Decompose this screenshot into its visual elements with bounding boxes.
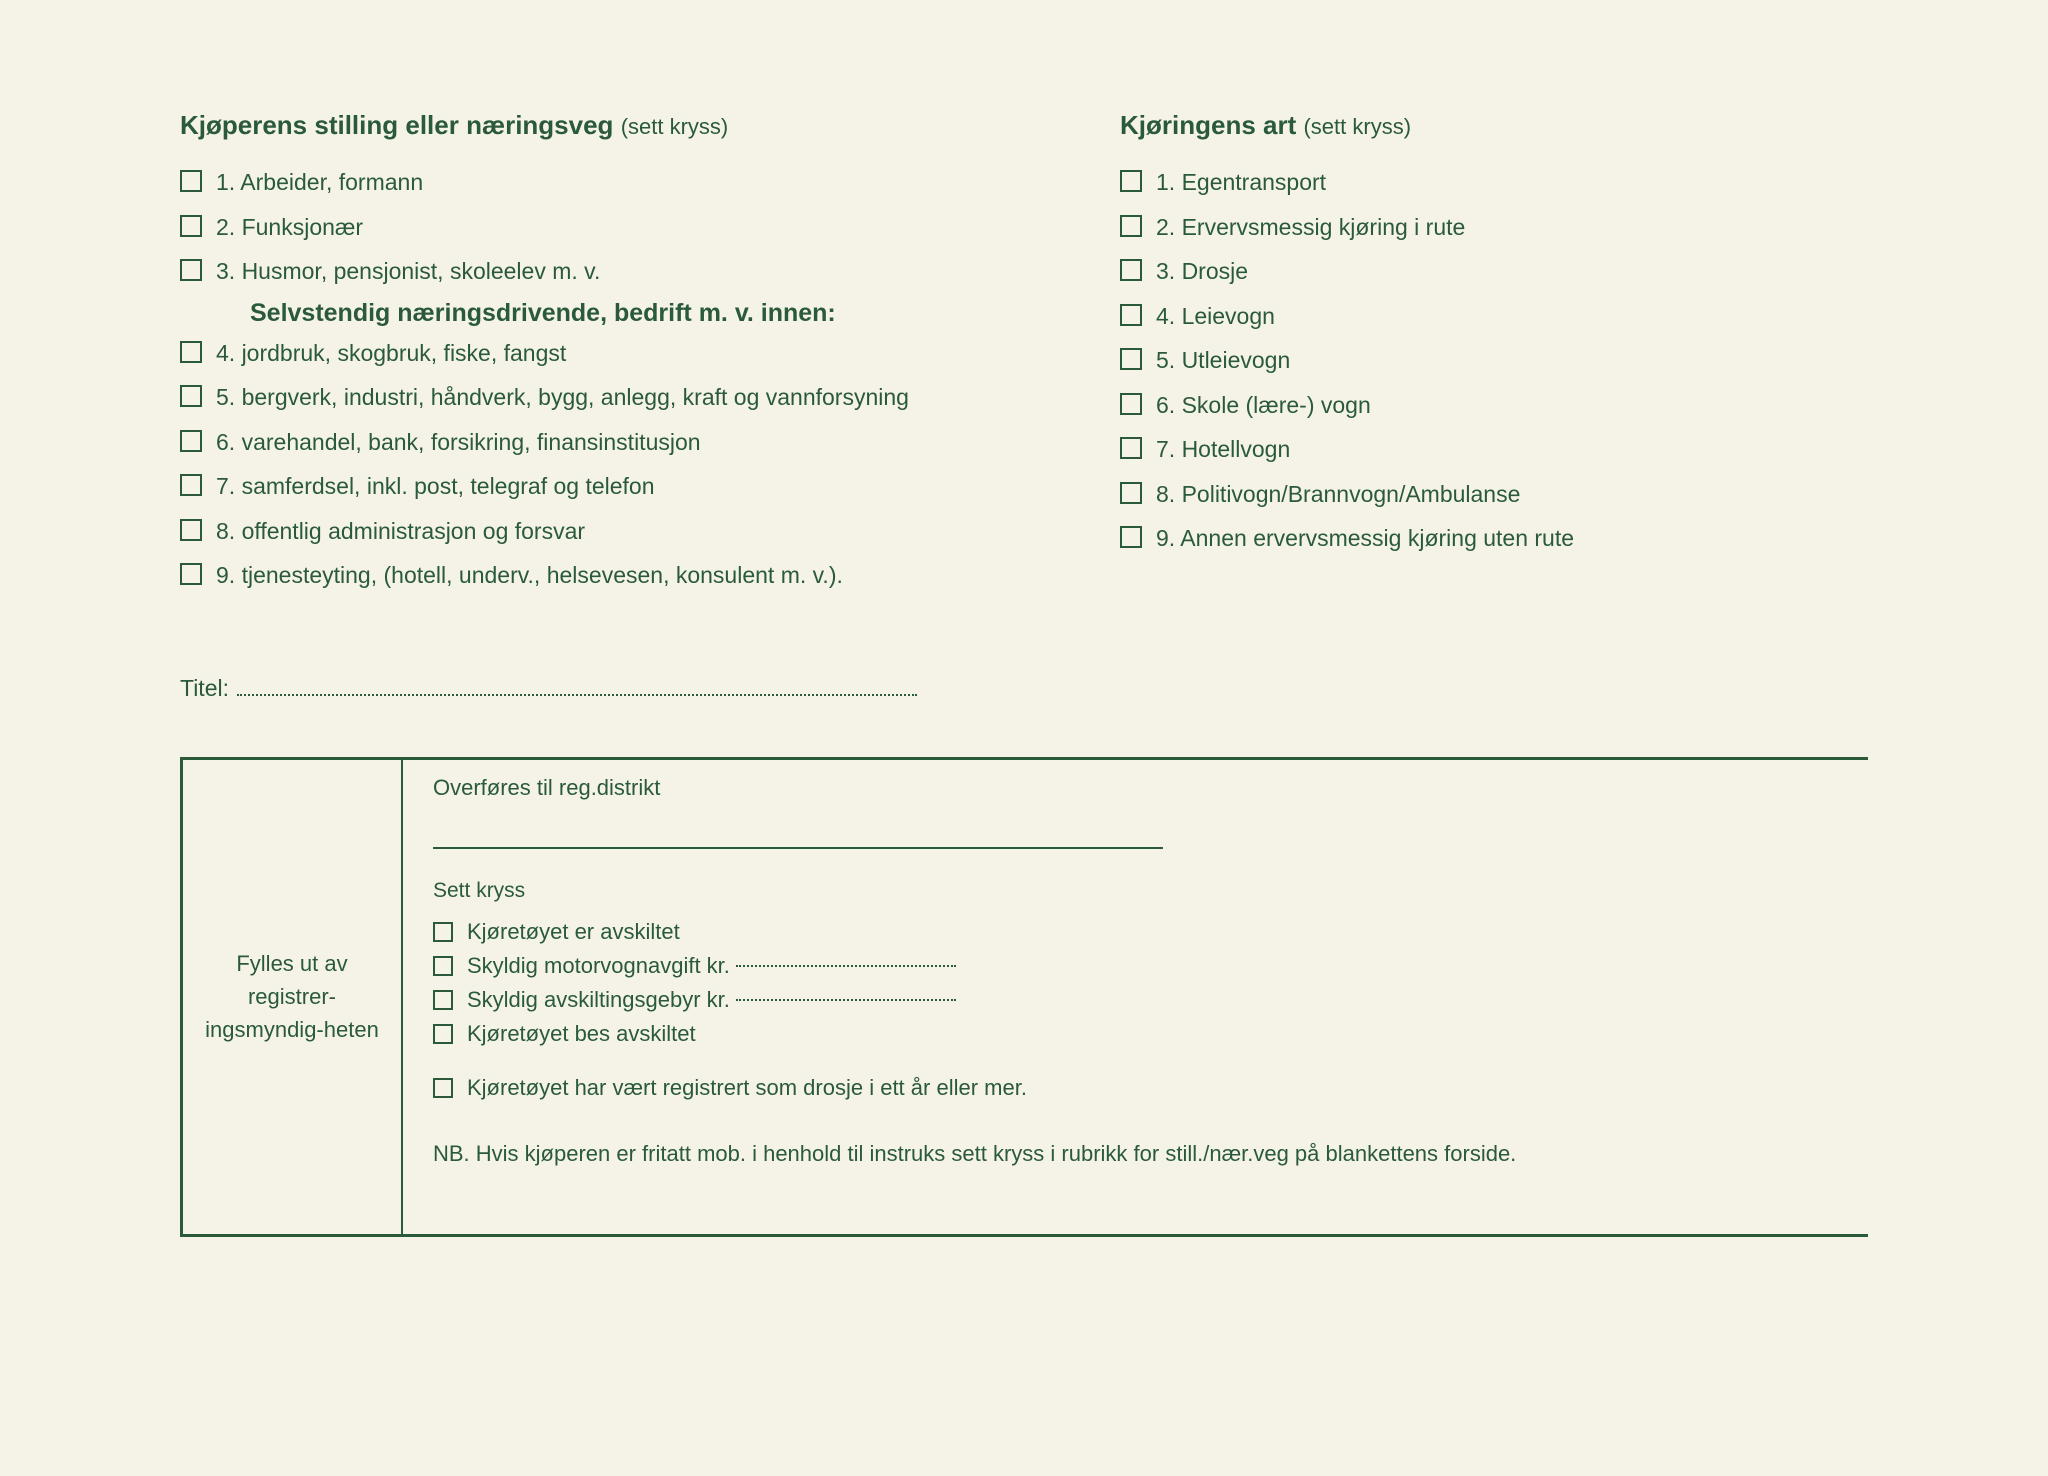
checkbox-row: 6. varehandel, bank, forsikring, finansi…: [180, 425, 1050, 460]
checkbox[interactable]: [180, 170, 202, 192]
amount-input-line[interactable]: [736, 999, 956, 1001]
checkbox-label: 4. jordbruk, skogbruk, fiske, fangst: [216, 336, 1050, 371]
checkbox-row: 2. Ervervsmessig kjøring i rute: [1120, 210, 1868, 245]
checkbox[interactable]: [1120, 526, 1142, 548]
checkbox-row: 8. Politivogn/Brannvogn/Ambulanse: [1120, 477, 1868, 512]
right-title-bold: Kjøringens art: [1120, 110, 1296, 140]
checkbox-row: 7. samferdsel, inkl. post, telegraf og t…: [180, 469, 1050, 504]
checkbox-row: 9. tjenesteyting, (hotell, underv., hels…: [180, 558, 1050, 593]
bottom-left-cell: Fylles ut av registrer-ingsmyndig-heten: [183, 760, 403, 1234]
checkbox-label: 5. bergverk, industri, håndverk, bygg, a…: [216, 380, 1050, 415]
checkbox-label: 5. Utleievogn: [1156, 343, 1868, 378]
checkbox[interactable]: [1120, 259, 1142, 281]
right-column: Kjøringens art (sett kryss) 1. Egentrans…: [1120, 110, 1868, 603]
left-title-bold: Kjøperens stilling eller næringsveg: [180, 110, 613, 140]
checkbox-label: 9. Annen ervervsmessig kjøring uten rute: [1156, 521, 1868, 556]
checkbox-label: 1. Egentransport: [1156, 165, 1868, 200]
checkbox[interactable]: [180, 519, 202, 541]
subheading: Selvstendig næringsdrivende, bedrift m. …: [250, 299, 1050, 328]
checkbox[interactable]: [180, 385, 202, 407]
inner-checkbox-label: Skyldig avskiltingsgebyr kr.: [467, 987, 730, 1013]
bottom-right-cell: Overføres til reg.distrikt Sett kryss Kj…: [403, 760, 1868, 1234]
checkbox[interactable]: [1120, 215, 1142, 237]
checkbox-row: 1. Arbeider, formann: [180, 165, 1050, 200]
checkbox[interactable]: [433, 990, 453, 1010]
right-section-header: Kjøringens art (sett kryss): [1120, 110, 1868, 141]
checkbox-row: 4. jordbruk, skogbruk, fiske, fangst: [180, 336, 1050, 371]
title-label: Titel:: [180, 675, 229, 702]
inner-checkbox-label: Kjøretøyet er avskiltet: [467, 919, 680, 945]
checkbox[interactable]: [180, 215, 202, 237]
nb-text: NB. Hvis kjøperen er fritatt mob. i henh…: [433, 1141, 1838, 1167]
columns-container: Kjøperens stilling eller næringsveg (set…: [180, 110, 1868, 603]
checkbox-row: 9. Annen ervervsmessig kjøring uten rute: [1120, 521, 1868, 556]
checkbox[interactable]: [1120, 393, 1142, 415]
checkbox-label: 7. Hotellvogn: [1156, 432, 1868, 467]
title-row: Titel:: [180, 673, 1868, 702]
bottom-box: Fylles ut av registrer-ingsmyndig-heten …: [180, 757, 1868, 1237]
title-input-line[interactable]: [237, 673, 917, 696]
bottom-left-label: Fylles ut av registrer-ingsmyndig-heten: [203, 947, 381, 1046]
transfer-label: Overføres til reg.distrikt: [433, 775, 1838, 801]
checkbox-label: 7. samferdsel, inkl. post, telegraf og t…: [216, 469, 1050, 504]
inner-checkbox-row: Skyldig avskiltingsgebyr kr.: [433, 987, 1838, 1013]
checkbox-label: 2. Funksjonær: [216, 210, 1050, 245]
checkbox-label: 8. Politivogn/Brannvogn/Ambulanse: [1156, 477, 1868, 512]
checkbox-row: 4. Leievogn: [1120, 299, 1868, 334]
checkbox-label: 8. offentlig administrasjon og forsvar: [216, 514, 1050, 549]
left-title-light: (sett kryss): [621, 114, 729, 139]
inner-checkbox-row: Skyldig motorvognavgift kr.: [433, 953, 1838, 979]
checkbox[interactable]: [1120, 304, 1142, 326]
checkbox[interactable]: [1120, 348, 1142, 370]
checkbox-label: 4. Leievogn: [1156, 299, 1868, 334]
checkbox-label: 3. Husmor, pensjonist, skoleelev m. v.: [216, 254, 1050, 289]
checkbox-label: 1. Arbeider, formann: [216, 165, 1050, 200]
checkbox[interactable]: [433, 1024, 453, 1044]
checkbox[interactable]: [1120, 482, 1142, 504]
checkbox-row: 3. Drosje: [1120, 254, 1868, 289]
checkbox[interactable]: [180, 563, 202, 585]
checkbox-row: 5. Utleievogn: [1120, 343, 1868, 378]
checkbox-label: 3. Drosje: [1156, 254, 1868, 289]
checkbox[interactable]: [433, 922, 453, 942]
checkbox[interactable]: [180, 430, 202, 452]
checkbox-label: 2. Ervervsmessig kjøring i rute: [1156, 210, 1868, 245]
checkbox-label: 6. Skole (lære-) vogn: [1156, 388, 1868, 423]
sett-kryss-label: Sett kryss: [433, 879, 1838, 903]
amount-input-line[interactable]: [736, 965, 956, 967]
checkbox[interactable]: [433, 956, 453, 976]
checkbox-row: 2. Funksjonær: [180, 210, 1050, 245]
inner-checkbox-row: Kjøretøyet har vært registrert som drosj…: [433, 1075, 1838, 1101]
checkbox-label: 6. varehandel, bank, forsikring, finansi…: [216, 425, 1050, 460]
checkbox-row: 5. bergverk, industri, håndverk, bygg, a…: [180, 380, 1050, 415]
transfer-input-line[interactable]: [433, 809, 1163, 849]
inner-checkbox-label: Skyldig motorvognavgift kr.: [467, 953, 730, 979]
inner-checkbox-row: Kjøretøyet bes avskiltet: [433, 1021, 1838, 1047]
checkbox-label: 9. tjenesteyting, (hotell, underv., hels…: [216, 558, 1050, 593]
inner-checkbox-row: Kjøretøyet er avskiltet: [433, 919, 1838, 945]
inner-checkbox-label: Kjøretøyet bes avskiltet: [467, 1021, 696, 1047]
checkbox-row: 1. Egentransport: [1120, 165, 1868, 200]
left-section-header: Kjøperens stilling eller næringsveg (set…: [180, 110, 1050, 141]
checkbox[interactable]: [1120, 437, 1142, 459]
checkbox[interactable]: [1120, 170, 1142, 192]
inner-checkbox-label: Kjøretøyet har vært registrert som drosj…: [467, 1075, 1027, 1101]
checkbox-row: 3. Husmor, pensjonist, skoleelev m. v.: [180, 254, 1050, 289]
right-title-light: (sett kryss): [1303, 114, 1411, 139]
left-column: Kjøperens stilling eller næringsveg (set…: [180, 110, 1050, 603]
checkbox-row: 6. Skole (lære-) vogn: [1120, 388, 1868, 423]
checkbox-row: 7. Hotellvogn: [1120, 432, 1868, 467]
checkbox[interactable]: [180, 474, 202, 496]
checkbox-row: 8. offentlig administrasjon og forsvar: [180, 514, 1050, 549]
checkbox[interactable]: [180, 341, 202, 363]
checkbox[interactable]: [433, 1078, 453, 1098]
document-page: Kjøperens stilling eller næringsveg (set…: [0, 0, 2048, 1476]
checkbox[interactable]: [180, 259, 202, 281]
